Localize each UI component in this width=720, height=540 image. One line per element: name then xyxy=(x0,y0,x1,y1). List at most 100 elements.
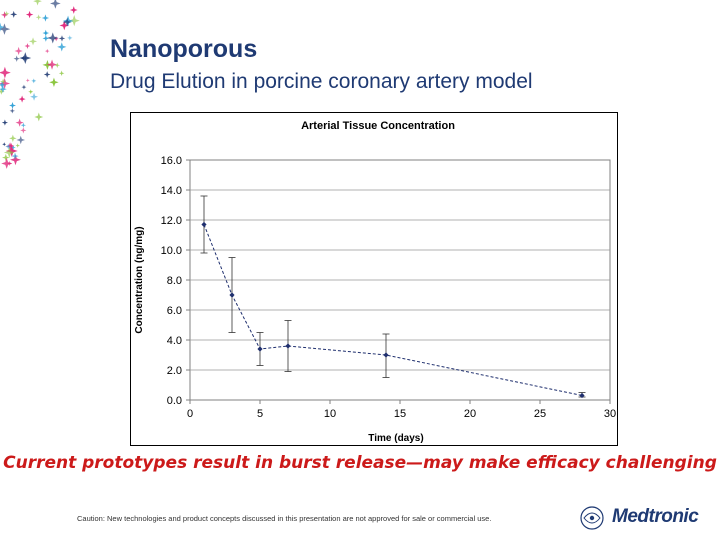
star-icon xyxy=(25,10,34,19)
y-tick-label: 12.0 xyxy=(161,215,182,227)
star-icon xyxy=(11,145,16,150)
star-icon xyxy=(18,95,26,103)
star-icon xyxy=(0,11,9,19)
star-icon xyxy=(35,14,42,21)
star-icon xyxy=(14,46,23,56)
y-tick-label: 2.0 xyxy=(167,365,182,377)
x-tick-label: 20 xyxy=(464,408,476,420)
star-icon xyxy=(53,36,59,42)
star-icon xyxy=(44,48,50,54)
star-icon xyxy=(68,15,80,27)
star-icon xyxy=(9,108,15,114)
star-icon xyxy=(41,14,50,22)
star-icon xyxy=(19,52,32,64)
y-axis-ticks: 0.0 2.0 4.0 6.0 8.0 10.0 12.0 14.0 16.0 xyxy=(161,155,190,407)
data-point xyxy=(285,343,291,349)
series-line xyxy=(203,224,583,396)
star-icon xyxy=(5,143,12,150)
star-icon xyxy=(9,102,16,109)
star-icon xyxy=(20,122,26,128)
star-icon xyxy=(2,142,7,147)
x-axis-ticks: 0 5 10 15 20 25 30 xyxy=(187,400,616,420)
star-icon xyxy=(5,144,18,157)
x-tick-label: 30 xyxy=(604,408,616,420)
star-icon xyxy=(42,29,50,37)
star-icon xyxy=(25,78,30,83)
star-icon xyxy=(50,0,61,9)
star-icon xyxy=(0,85,7,94)
data-point xyxy=(257,346,263,352)
star-icon xyxy=(49,77,59,88)
star-icon xyxy=(10,154,21,166)
star-icon xyxy=(16,135,26,145)
star-icon xyxy=(13,55,20,62)
star-icon xyxy=(1,119,8,126)
star-icon xyxy=(30,92,39,101)
star-icon xyxy=(0,22,5,32)
brand-name: Medtronic xyxy=(612,506,699,527)
star-icon xyxy=(33,0,42,6)
y-tick-label: 10.0 xyxy=(161,245,182,257)
star-icon xyxy=(31,78,37,84)
x-tick-label: 25 xyxy=(534,408,546,420)
star-icon xyxy=(1,157,13,169)
data-point xyxy=(201,221,207,228)
star-icon xyxy=(28,37,38,46)
data-point xyxy=(579,392,585,399)
chart: Arterial Tissue Concentration 0.0 2.0 4.0 6… xyxy=(130,112,618,446)
star-icon xyxy=(0,23,11,35)
star-icon xyxy=(59,20,70,31)
star-icon xyxy=(2,153,10,162)
y-tick-label: 8.0 xyxy=(167,275,182,287)
star-icon xyxy=(15,118,24,127)
x-tick-label: 0 xyxy=(187,408,193,420)
star-icon xyxy=(3,10,10,17)
star-icon xyxy=(67,35,73,41)
x-tick-label: 15 xyxy=(394,408,406,420)
star-icon xyxy=(47,32,59,44)
star-icon xyxy=(46,59,58,70)
star-icon xyxy=(54,62,60,68)
sparkle-stars-icon xyxy=(0,0,80,169)
star-icon xyxy=(62,17,72,27)
chart-title: Arterial Tissue Concentration xyxy=(301,120,455,132)
star-icon xyxy=(57,42,67,52)
star-icon xyxy=(34,112,44,122)
star-icon xyxy=(11,152,19,160)
star-icon xyxy=(9,134,17,143)
star-icon xyxy=(7,160,13,167)
star-icon xyxy=(42,59,53,70)
star-icon xyxy=(0,66,11,79)
brand-logo: Medtronic xyxy=(578,504,708,532)
star-icon xyxy=(0,78,11,90)
y-axis-label: Concentration (ng/mg) xyxy=(134,226,145,333)
star-icon xyxy=(10,10,18,18)
star-icon xyxy=(24,43,31,49)
star-icon xyxy=(43,71,51,78)
star-icon xyxy=(0,81,6,89)
star-icon xyxy=(42,35,50,42)
x-tick-label: 5 xyxy=(257,408,263,420)
data-points xyxy=(201,221,585,399)
star-icon xyxy=(0,88,5,95)
x-tick-label: 10 xyxy=(324,408,336,420)
y-tick-label: 4.0 xyxy=(167,335,182,347)
star-icon xyxy=(15,143,20,148)
y-tick-label: 6.0 xyxy=(167,305,182,317)
medtronic-logo-icon xyxy=(580,506,604,530)
star-icon xyxy=(3,147,15,159)
star-icon xyxy=(58,35,66,42)
disclaimer-text: Caution: New technologies and product co… xyxy=(77,514,492,523)
slide-title: Nanoporous xyxy=(110,35,258,63)
slide-subtitle: Drug Elution in porcine coronary artery … xyxy=(110,70,533,93)
star-icon xyxy=(58,70,65,77)
star-icon xyxy=(21,84,27,90)
data-point xyxy=(229,292,235,298)
star-icon xyxy=(69,6,78,14)
star-icon xyxy=(0,78,7,85)
y-tick-label: 14.0 xyxy=(161,185,182,197)
y-tick-label: 16.0 xyxy=(161,155,182,167)
x-axis-label: Time (days) xyxy=(368,433,423,444)
star-icon xyxy=(20,127,27,134)
slide-caption: Current prototypes result in burst relea… xyxy=(3,453,717,473)
